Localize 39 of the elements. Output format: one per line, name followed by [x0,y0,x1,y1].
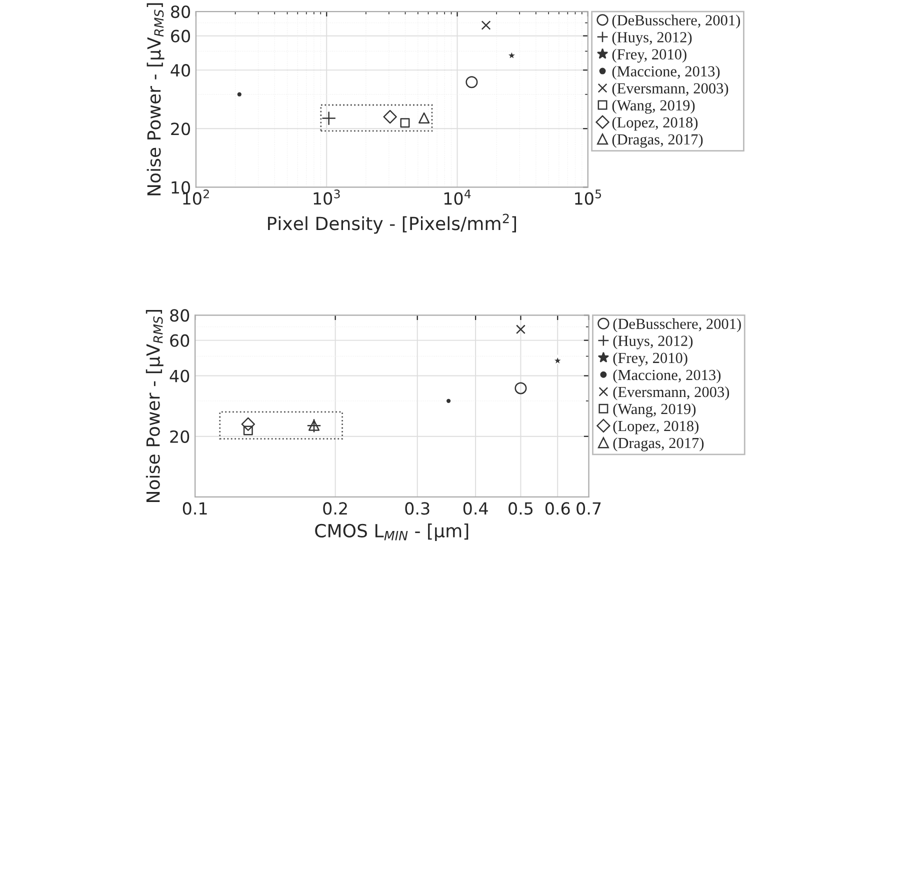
legend-label: (Eversmann, 2003) [613,386,730,400]
y-tick-label: 20 [170,430,190,443]
y-tick-label: 20 [171,122,190,136]
x-tick-label: 0.6 [545,502,570,515]
legend-label: (Frey, 2010) [612,48,686,63]
legend-label: (Eversmann, 2003) [612,82,728,97]
y-axis-title: Noise Power - [μV$_{RMS}$] [146,3,164,196]
legend-label: (Lopez, 2018) [613,420,698,434]
legend-label: (Maccione, 2013) [613,369,721,384]
x-tick-label: 10$^{3}$ [314,190,340,205]
y-tick-label: 80 [171,5,190,18]
legend-label: (Dragas, 2017) [612,134,703,148]
x-tick-label: 10$^{5}$ [575,190,602,205]
y-tick-label: 80 [170,309,190,322]
legend-label: (Maccione, 2013) [612,66,720,80]
legend-label: (Dragas, 2017) [613,437,704,452]
y-tick-label: 60 [170,334,190,347]
y-tick-label: 10 [172,181,190,194]
x-tick-label: 0.5 [508,502,533,515]
legend-label: (Frey, 2010) [613,352,688,366]
legend-label: (DeBusschere, 2001) [612,14,740,29]
x-tick-label: 0.1 [182,502,207,515]
x-tick-label: 0.4 [463,502,488,515]
legend-label: (Lopez, 2018) [612,116,698,131]
y-tick-label: 40 [170,64,190,77]
legend-label: (Wang, 2019) [612,100,695,114]
legend-label: (Huys, 2012) [613,335,693,350]
y-tick-label: 40 [170,370,190,382]
x-axis-title: CMOS L$_{MIN}$ - [μm] [315,524,468,542]
x-tick-label: 0.3 [405,502,430,515]
y-axis-title: Noise Power - [μV$_{RMS}$] [146,310,164,502]
x-tick-label: 0.7 [576,502,601,515]
y-tick-label: 60 [171,30,190,42]
legend-label: (Wang, 2019) [613,403,696,418]
x-tick-label: 0.2 [323,502,347,515]
x-axis-title: Pixel Density - [Pixels/mm$^{2}$] [268,214,516,234]
x-tick-label: 10$^{4}$ [444,190,471,205]
legend-label: (DeBusschere, 2001) [613,318,741,332]
legend-label: (Huys, 2012) [612,32,692,46]
